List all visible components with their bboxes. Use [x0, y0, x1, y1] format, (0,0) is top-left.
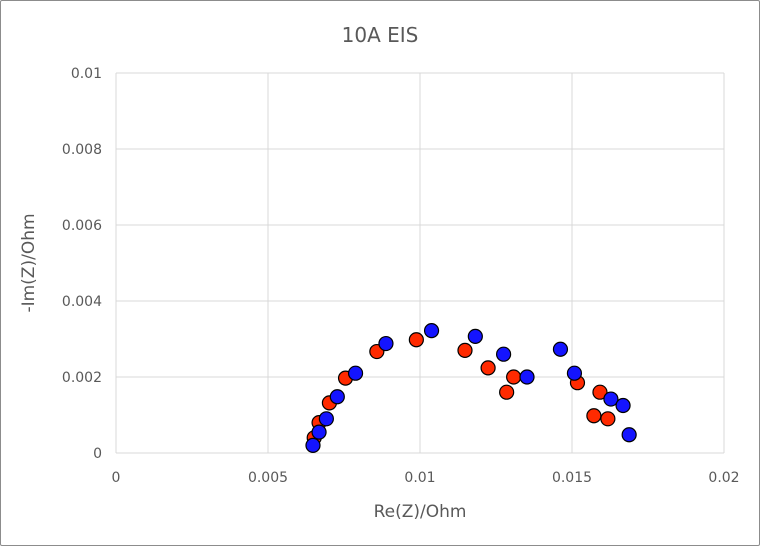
x-tick-label: 0.015 [552, 470, 592, 486]
data-point [329, 389, 345, 405]
x-tick-label: 0.01 [404, 470, 435, 486]
data-point [408, 332, 424, 348]
data-point [423, 323, 440, 339]
y-tick-label: 0.004 [62, 294, 102, 310]
data-point [347, 365, 364, 381]
y-tick-label: 0.002 [62, 370, 102, 386]
data-point [519, 369, 535, 385]
gridlines [115, 72, 725, 454]
data-point [615, 397, 631, 414]
data-points [305, 323, 637, 453]
y-axis-ticks: 0 0.002 0.004 0.006 0.008 0.01 [62, 66, 102, 462]
y-tick-label: 0.008 [62, 142, 102, 158]
data-point [600, 411, 616, 427]
data-point [318, 411, 334, 427]
x-tick-label: 0.005 [248, 470, 288, 486]
x-tick-label: 0.02 [708, 470, 739, 486]
x-axis-ticks: 0 0.005 0.01 0.015 0.02 [112, 470, 740, 486]
data-point [457, 342, 473, 358]
y-tick-label: 0 [93, 446, 102, 462]
data-point [603, 391, 619, 407]
data-point [592, 384, 608, 400]
data-point [621, 427, 637, 443]
chart-title: 10A EIS [342, 23, 419, 47]
data-point [311, 424, 327, 440]
data-point [480, 360, 496, 376]
y-tick-label: 0.006 [62, 218, 102, 234]
y-axis-label: -Im(Z)/Ohm [19, 213, 39, 312]
data-point [552, 341, 569, 357]
data-point [496, 346, 512, 362]
data-point [378, 335, 394, 352]
data-point [586, 408, 602, 424]
data-point [467, 328, 483, 344]
y-tick-label: 0.01 [71, 66, 102, 82]
x-axis-label: Re(Z)/Ohm [374, 502, 467, 522]
data-point [506, 369, 522, 385]
x-tick-label: 0 [112, 470, 121, 486]
data-point [305, 437, 321, 453]
data-point [499, 384, 515, 400]
data-point [566, 365, 583, 381]
